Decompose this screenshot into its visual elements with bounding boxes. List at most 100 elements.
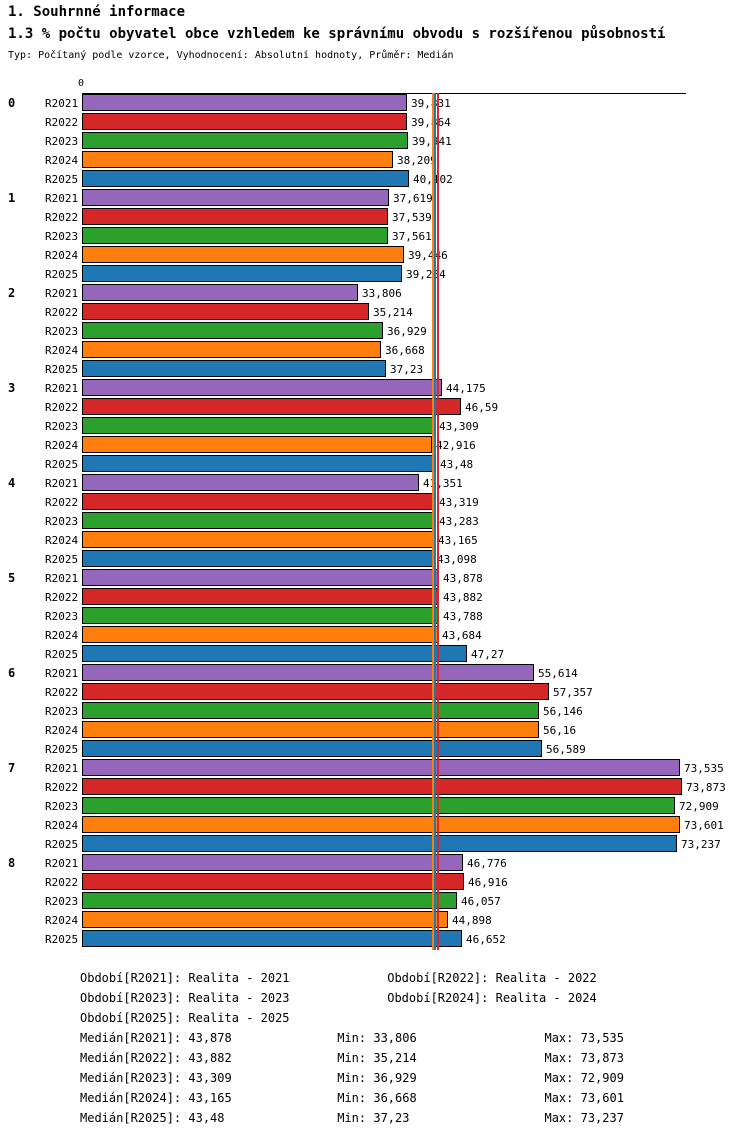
bar (82, 626, 438, 643)
legend-median-r2025: Medián[R2025]: 43,48 (80, 1111, 225, 1125)
bar-value-label: 43,48 (440, 458, 474, 471)
bar (82, 379, 442, 396)
legend-period-r2023: Období[R2023]: Realita - 2023 (80, 991, 290, 1005)
chart-title: 1.3 % počtu obyvatel obce vzhledem ke sp… (8, 26, 666, 42)
axis-zero-label: 0 (78, 78, 85, 89)
group-label: 3 (8, 381, 16, 395)
bar-value-label: 43,684 (442, 629, 482, 642)
series-label: R2022 (45, 496, 79, 509)
series-label: R2024 (45, 724, 79, 737)
series-label: R2024 (45, 344, 79, 357)
page-title: 1. Souhrnné informace (8, 4, 186, 20)
bar (82, 94, 407, 111)
legend-max-r2021: Max: 73,535 (544, 1031, 624, 1045)
series-label: R2022 (45, 876, 79, 889)
bar-value-label: 46,59 (465, 401, 499, 414)
series-label: R2025 (45, 838, 79, 851)
bar (82, 493, 435, 510)
bar-value-label: 39,446 (408, 249, 448, 262)
series-label: R2024 (45, 249, 79, 262)
bar (82, 797, 675, 814)
bar-value-label: 37,561 (392, 230, 432, 243)
series-label: R2023 (45, 800, 79, 813)
bar (82, 854, 463, 871)
bar (82, 170, 409, 187)
series-label: R2024 (45, 534, 79, 547)
bar-value-label: 73,873 (686, 781, 726, 794)
bar-value-label: 33,806 (362, 287, 402, 300)
bar (82, 151, 393, 168)
bar (82, 702, 539, 719)
bar (82, 208, 388, 225)
series-label: R2021 (45, 572, 79, 585)
bar (82, 455, 436, 472)
series-label: R2023 (45, 705, 79, 718)
median-line (437, 93, 439, 950)
bar-value-label: 36,668 (385, 344, 425, 357)
bar (82, 778, 682, 795)
bar-value-label: 37,23 (390, 363, 424, 376)
group-label: 4 (8, 476, 16, 490)
group-label: 2 (8, 286, 16, 300)
series-label: R2022 (45, 116, 79, 129)
bar-value-label: 37,539 (392, 211, 432, 224)
series-label: R2023 (45, 135, 79, 148)
series-label: R2025 (45, 933, 79, 946)
series-label: R2025 (45, 268, 79, 281)
bar-value-label: 46,652 (466, 933, 506, 946)
series-label: R2022 (45, 781, 79, 794)
bar (82, 360, 386, 377)
legend-period-row: Období[R2025]: Realita - 2025 (0, 1008, 750, 1028)
bar-value-label: 36,929 (387, 325, 427, 338)
legend-min-r2024: Min: 36,668 (337, 1091, 417, 1105)
legend-median-r2024: Medián[R2024]: 43,165 (80, 1091, 232, 1105)
bar-value-label: 39,831 (411, 97, 451, 110)
legend-period-r2025: Období[R2025]: Realita - 2025 (80, 1011, 290, 1025)
series-label: R2024 (45, 629, 79, 642)
group-label: 7 (8, 761, 16, 775)
bar (82, 227, 388, 244)
bar-value-label: 46,776 (467, 857, 507, 870)
bar-value-label: 41,351 (423, 477, 463, 490)
bar (82, 892, 457, 909)
bar-value-label: 73,601 (684, 819, 724, 832)
bar (82, 740, 542, 757)
series-label: R2024 (45, 819, 79, 832)
chart-legend: Období[R2021]: Realita - 2021 Období[R20… (0, 968, 750, 1128)
series-label: R2024 (45, 439, 79, 452)
legend-stats-row: Medián[R2025]: 43,48 Min: 37,23 Max: 73,… (0, 1108, 750, 1128)
series-label: R2021 (45, 667, 79, 680)
series-label: R2025 (45, 648, 79, 661)
series-label: R2025 (45, 553, 79, 566)
series-label: R2022 (45, 686, 79, 699)
bar (82, 265, 402, 282)
bar (82, 303, 369, 320)
group-label: 8 (8, 856, 16, 870)
bar-value-label: 43,165 (438, 534, 478, 547)
bar (82, 113, 407, 130)
axis-line (82, 93, 686, 94)
bar-value-label: 46,057 (461, 895, 501, 908)
bar-value-label: 43,098 (437, 553, 477, 566)
bar-value-label: 56,16 (543, 724, 577, 737)
bar (82, 132, 408, 149)
bar-value-label: 43,283 (439, 515, 479, 528)
series-label: R2023 (45, 610, 79, 623)
bar-value-label: 39,864 (411, 116, 451, 129)
legend-period-row: Období[R2021]: Realita - 2021 Období[R20… (0, 968, 750, 988)
legend-stats-row: Medián[R2023]: 43,309 Min: 36,929 Max: 7… (0, 1068, 750, 1088)
bar-value-label: 43,788 (443, 610, 483, 623)
bar-value-label: 39,234 (406, 268, 446, 281)
bar-chart: 0 0 R2021 39,831 R2022 39,864 R2023 39,941 R2024… (8, 78, 726, 950)
bar (82, 436, 432, 453)
bar (82, 246, 404, 263)
series-label: R2025 (45, 173, 79, 186)
bar (82, 873, 464, 890)
bar-value-label: 55,614 (538, 667, 578, 680)
series-label: R2023 (45, 420, 79, 433)
bar-value-label: 73,535 (684, 762, 724, 775)
series-label: R2025 (45, 363, 79, 376)
series-label: R2023 (45, 895, 79, 908)
series-label: R2024 (45, 154, 79, 167)
bar (82, 911, 448, 928)
